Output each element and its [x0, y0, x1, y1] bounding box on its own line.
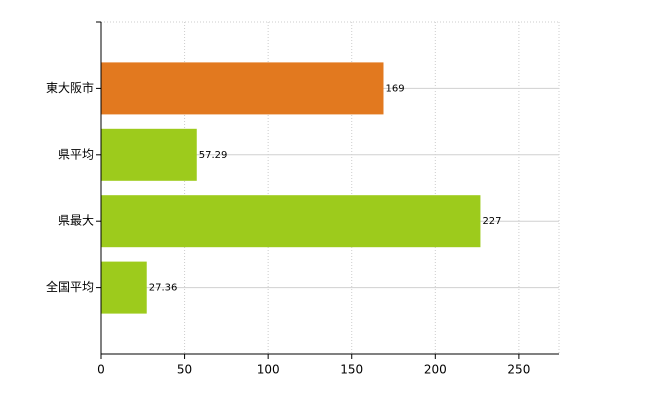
bar — [101, 62, 384, 115]
value-label: 57.29 — [199, 150, 228, 161]
value-label: 227 — [482, 216, 501, 227]
x-tick-label: 0 — [97, 363, 105, 377]
value-label: 27.36 — [149, 283, 178, 294]
y-tick-label: 県平均 — [58, 147, 94, 161]
y-tick-label: 東大阪市 — [46, 80, 94, 95]
y-tick-label: 全国平均 — [46, 279, 94, 294]
bar — [101, 261, 147, 314]
value-label: 169 — [385, 83, 404, 94]
x-tick-label: 250 — [507, 363, 530, 377]
x-tick-label: 200 — [424, 363, 447, 377]
y-tick-label: 県最大 — [58, 214, 94, 228]
x-tick-label: 150 — [340, 363, 363, 377]
x-tick-label: 50 — [177, 363, 192, 377]
bar — [101, 195, 481, 248]
bar — [101, 128, 197, 181]
x-tick-label: 100 — [257, 363, 280, 377]
